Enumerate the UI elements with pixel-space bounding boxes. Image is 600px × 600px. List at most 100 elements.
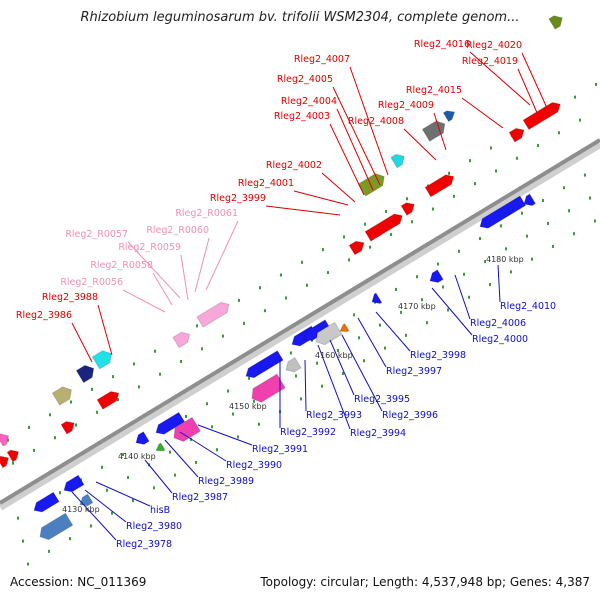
gene-box-pink — [0, 433, 10, 447]
label-leader-line — [179, 431, 227, 462]
guide-dot — [201, 347, 203, 351]
guide-dot — [563, 186, 565, 190]
forward-gene-arrow — [60, 420, 75, 435]
gene-label-Rleg2_3989: Rleg2_3989 — [198, 476, 254, 487]
guide-dot — [342, 371, 344, 375]
guide-dot — [442, 285, 444, 289]
gene-label-Rleg2_4010: Rleg2_4010 — [500, 301, 556, 312]
label-leader-line — [375, 311, 411, 352]
guide-dot — [91, 387, 93, 391]
guide-dot — [290, 351, 292, 355]
gene-label-Rleg2_3997: Rleg2_3997 — [386, 366, 442, 377]
label-leader-line — [357, 317, 387, 368]
label-leader-line — [341, 334, 383, 412]
guide-dot — [573, 232, 575, 236]
guide-dot — [180, 359, 182, 363]
gene-box-green — [155, 442, 166, 452]
guide-dot — [174, 473, 176, 477]
gene-label-Rleg2_3988: Rleg2_3988 — [42, 292, 98, 303]
guide-dot — [122, 453, 124, 457]
guide-dot — [127, 476, 129, 480]
gene-box-magenta — [173, 416, 202, 443]
gene-features — [0, 15, 563, 541]
guide-dot — [321, 384, 323, 388]
label-leader-line — [127, 241, 181, 299]
backbone — [0, 138, 600, 505]
gene-label-Rleg2_3986: Rleg2_3986 — [16, 310, 72, 321]
label-leader-line — [403, 128, 437, 161]
forward-gene-arrow — [96, 390, 120, 410]
guide-dot — [27, 562, 29, 566]
guide-dot — [468, 295, 470, 299]
guide-dot — [363, 359, 365, 363]
guide-dot — [343, 235, 345, 239]
forward-gene-arrow — [0, 455, 10, 469]
guide-dot — [369, 245, 371, 249]
reverse-gene-arrow — [479, 195, 527, 229]
guide-dot — [258, 422, 260, 426]
map-title: Rhizobium leguminosarum bv. trifolii WSM… — [80, 10, 520, 25]
guide-dot — [453, 194, 455, 198]
guide-dot — [111, 511, 113, 515]
guide-dot — [458, 249, 460, 253]
gene-box-cyan — [390, 153, 405, 169]
guide-dot — [132, 499, 134, 503]
guide-dot — [133, 362, 135, 366]
scale-tick-label: 4170 kbp — [398, 302, 436, 311]
gene-label-Rleg2_4004: Rleg2_4004 — [281, 96, 337, 107]
gene-label-Rleg2_3999: Rleg2_3999 — [210, 193, 266, 204]
guide-dot — [406, 197, 408, 201]
guide-dot — [490, 146, 492, 150]
guide-dot — [469, 159, 471, 163]
guide-dot — [90, 524, 92, 528]
backbone-shadow — [0, 140, 600, 511]
label-leader-line — [349, 66, 389, 176]
guide-dot — [222, 334, 224, 338]
label-leader-line — [329, 339, 355, 396]
gene-label-Rleg2_4019: Rleg2_4019 — [462, 56, 518, 67]
gene-box-silver — [285, 356, 302, 373]
guide-dot — [574, 95, 576, 99]
guide-dot — [253, 399, 255, 403]
gene-label-Rleg2_4001: Rleg2_4001 — [238, 178, 294, 189]
guide-dot — [327, 271, 329, 275]
gene-label-hisB: hisB — [150, 505, 170, 516]
gene-box-olive-green — [548, 15, 563, 30]
guide-dot — [169, 450, 171, 454]
scale-tick-label: 4130 kbp — [62, 505, 100, 514]
guide-dot — [216, 448, 218, 452]
label-leaders — [71, 51, 548, 541]
guide-dot — [138, 385, 140, 389]
label-leader-line — [332, 86, 381, 186]
gene-box-cyan — [91, 350, 112, 370]
guide-dot — [358, 336, 360, 340]
guide-dot — [447, 308, 449, 312]
guide-dot — [301, 260, 303, 264]
label-leader-line — [71, 322, 93, 363]
gene-label-Rleg2_R0061: Rleg2_R0061 — [175, 208, 238, 219]
reverse-gene-arrow — [371, 292, 383, 305]
guide-dot — [421, 298, 423, 302]
accession-text: Accession: NC_011369 — [10, 575, 147, 589]
guide-dot — [33, 448, 35, 452]
guide-dot — [474, 182, 476, 186]
guide-dot — [196, 324, 198, 328]
guide-dot — [243, 321, 245, 325]
summary-text: Topology: circular; Length: 4,537,948 bp… — [260, 575, 590, 589]
guide-dot — [531, 257, 533, 261]
guide-dot — [432, 207, 434, 211]
forward-gene-arrow — [364, 213, 403, 242]
guide-dot — [96, 410, 98, 414]
guide-dot — [395, 287, 397, 291]
label-leader-line — [84, 489, 127, 523]
gene-label-Rleg2_4007: Rleg2_4007 — [294, 54, 350, 65]
guide-dot — [516, 156, 518, 160]
guide-dot — [12, 461, 14, 465]
scale-tick-label: 4160 kbp — [315, 351, 353, 360]
gene-label-Rleg2_4015: Rleg2_4015 — [406, 85, 462, 96]
guide-dot — [489, 283, 491, 287]
forward-gene-arrow — [348, 240, 365, 256]
rna-arrow — [172, 331, 191, 349]
